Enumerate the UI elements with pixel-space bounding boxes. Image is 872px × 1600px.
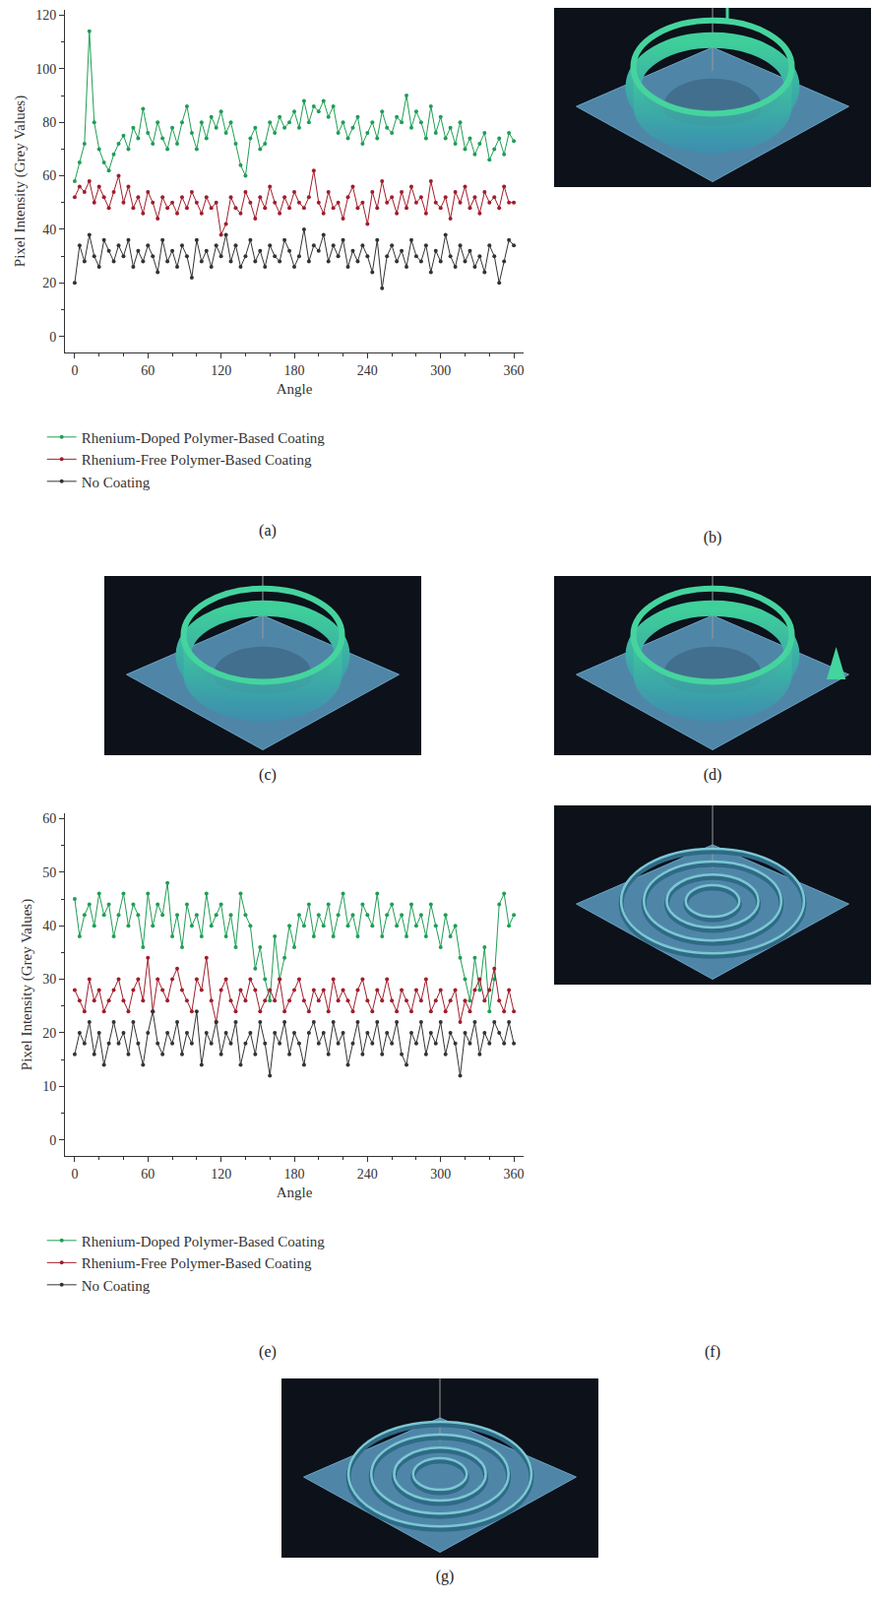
html-text:(d): (d) <box>703 765 722 783</box>
svg-text:120: 120 <box>35 7 57 23</box>
svg-text:80: 80 <box>42 115 57 130</box>
svg-text:Rhenium-Doped Polymer-Based Co: Rhenium-Doped Polymer-Based Coating <box>81 430 326 446</box>
svg-text:40: 40 <box>42 918 57 934</box>
svg-text:60: 60 <box>42 168 57 184</box>
svg-text:Rhenium-Free Polymer-Based Coa: Rhenium-Free Polymer-Based Coating <box>81 1254 312 1271</box>
svg-text:40: 40 <box>42 222 57 238</box>
svg-text:0: 0 <box>70 1166 78 1182</box>
svg-text:120: 120 <box>210 1166 232 1182</box>
svg-text:180: 180 <box>284 1166 306 1182</box>
svg-text:60: 60 <box>140 363 155 378</box>
svg-text:300: 300 <box>430 363 451 378</box>
svg-text:Rhenium-Doped Polymer-Based Co: Rhenium-Doped Polymer-Based Coating <box>81 1233 326 1249</box>
html-text:(b): (b) <box>703 528 722 546</box>
svg-text:0: 0 <box>49 329 57 345</box>
svg-text:Pixel Intensity (Grey Values): Pixel Intensity (Grey Values) <box>18 898 36 1070</box>
html-text:(f): (f) <box>704 1342 721 1360</box>
svg-text:60: 60 <box>42 810 57 826</box>
svg-text:Angle: Angle <box>276 1183 313 1200</box>
svg-text:20: 20 <box>42 275 57 291</box>
html-text:(c): (c) <box>258 765 277 783</box>
svg-text:10: 10 <box>42 1078 57 1094</box>
svg-text:Pixel Intensity (Grey Values): Pixel Intensity (Grey Values) <box>11 95 29 267</box>
svg-text:180: 180 <box>284 363 306 378</box>
html-text:(e): (e) <box>258 1342 277 1360</box>
svg-text:20: 20 <box>42 1025 57 1041</box>
svg-text:Rhenium-Free Polymer-Based Coa: Rhenium-Free Polymer-Based Coating <box>81 451 312 468</box>
svg-text:0: 0 <box>49 1132 57 1148</box>
svg-text:360: 360 <box>503 363 525 378</box>
svg-text:Angle: Angle <box>276 380 313 397</box>
svg-text:0: 0 <box>70 363 78 378</box>
html-text:(g): (g) <box>435 1566 455 1584</box>
svg-text:240: 240 <box>357 1166 378 1182</box>
svg-text:60: 60 <box>140 1166 155 1182</box>
svg-text:50: 50 <box>42 865 57 880</box>
svg-text:No Coating: No Coating <box>81 1277 151 1294</box>
svg-text:No Coating: No Coating <box>81 474 151 491</box>
svg-text:100: 100 <box>35 62 57 77</box>
svg-text:120: 120 <box>210 363 232 378</box>
svg-text:30: 30 <box>42 971 57 987</box>
svg-text:300: 300 <box>430 1166 451 1182</box>
svg-text:240: 240 <box>357 363 378 378</box>
html-text:(a): (a) <box>258 521 277 539</box>
svg-text:360: 360 <box>503 1166 525 1182</box>
